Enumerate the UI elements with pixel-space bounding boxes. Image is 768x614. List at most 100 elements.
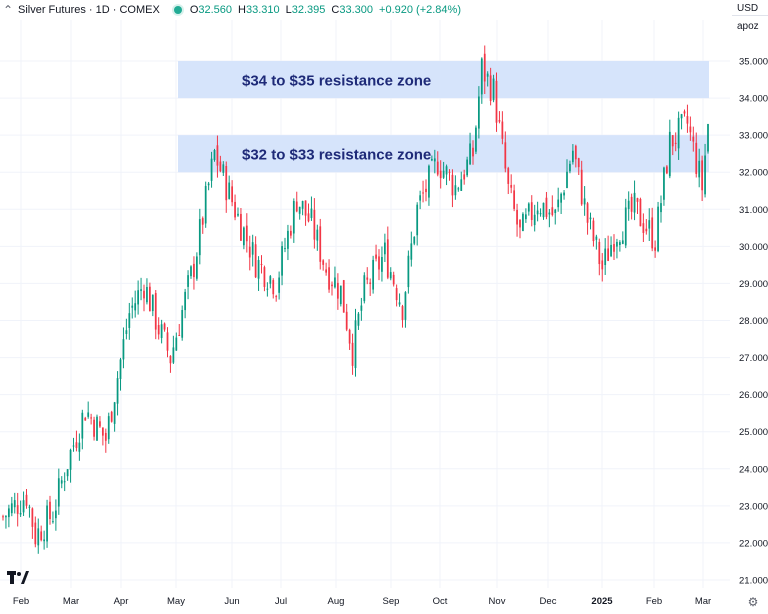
candle	[19, 500, 22, 517]
candle-body	[563, 192, 565, 196]
candle	[527, 202, 530, 216]
candle-body	[240, 213, 242, 241]
candle-body	[598, 241, 601, 265]
currency-selector[interactable]: USD	[737, 3, 759, 14]
candle	[627, 191, 630, 221]
candle-body	[495, 80, 498, 123]
candle-body	[54, 510, 57, 519]
candle-body	[530, 202, 533, 221]
candle	[524, 208, 527, 223]
candle	[674, 132, 677, 152]
candle-body	[548, 212, 551, 215]
candle	[451, 169, 454, 208]
candle	[542, 202, 545, 220]
candle	[433, 149, 436, 174]
candle-body	[216, 145, 219, 166]
candle-body	[260, 263, 263, 265]
candle	[190, 265, 192, 279]
chevron-up-icon[interactable]: ⌃	[2, 3, 14, 17]
candle-body	[119, 359, 122, 379]
candle-body	[25, 494, 28, 506]
candle	[160, 319, 163, 344]
candle-body	[90, 417, 93, 419]
time-tick-label: Dec	[540, 596, 557, 607]
candle-body	[430, 158, 433, 161]
candle-body	[63, 481, 66, 483]
candle-body	[369, 282, 372, 284]
candle	[43, 530, 46, 550]
candle-body	[680, 114, 683, 119]
candle	[489, 67, 492, 106]
candle-body	[469, 143, 471, 165]
candle-body	[569, 163, 571, 172]
candle	[498, 111, 501, 124]
candle-body	[510, 185, 513, 188]
candle	[289, 225, 292, 239]
candle	[128, 302, 131, 340]
candle-body	[154, 293, 157, 330]
candle-body	[134, 303, 137, 311]
scale-mode-label[interactable]: apoz	[737, 21, 759, 32]
candle-body	[592, 220, 595, 242]
candle	[245, 213, 248, 253]
candle	[87, 401, 90, 419]
market-status-dot-icon[interactable]	[173, 6, 182, 14]
symbol-title[interactable]: Silver Futures · 1D · COMEX	[18, 4, 160, 16]
candle	[107, 412, 110, 444]
candle	[660, 195, 662, 223]
candle	[81, 409, 84, 450]
candle	[151, 294, 154, 317]
candle	[645, 219, 648, 235]
candle-body	[313, 209, 316, 240]
tradingview-logo-icon[interactable]	[7, 571, 29, 585]
candle	[154, 290, 157, 340]
candle-body	[2, 516, 4, 518]
candle	[557, 187, 560, 212]
candle-body	[351, 342, 354, 366]
candle	[222, 161, 225, 176]
gear-icon[interactable]: ⚙	[747, 595, 759, 609]
candle-body	[660, 203, 662, 213]
candle-body	[636, 198, 639, 202]
candle	[22, 491, 25, 517]
candle	[110, 410, 113, 423]
candle-body	[363, 275, 366, 302]
candle	[375, 244, 377, 262]
time-axis[interactable]: Feb Mar Apr May Jun Jul Aug Sep Oct Nov Dec 2025 Feb…	[13, 596, 711, 607]
candle-body	[146, 287, 148, 303]
time-tick-label: Oct	[433, 596, 448, 607]
candle-body	[410, 243, 413, 260]
candle-body	[433, 158, 436, 162]
candle-body	[554, 209, 557, 214]
candle	[5, 515, 7, 529]
candle-body	[557, 199, 560, 208]
price-tick-label: 21.000	[739, 576, 768, 587]
candle	[663, 166, 665, 206]
candle-body	[448, 171, 451, 173]
price-axis[interactable]: 21.000 22.000 23.000 24.000 25.000 26.000 27.0…	[730, 0, 768, 609]
candle	[134, 290, 137, 318]
price-tick-label: 22.000	[739, 538, 768, 549]
candle	[654, 240, 657, 258]
candle-body	[93, 419, 95, 437]
candle	[616, 238, 618, 259]
candle	[492, 74, 495, 103]
candle	[204, 181, 207, 228]
candle-body	[242, 227, 245, 246]
candle-body	[257, 260, 260, 279]
price-tick-label: 23.000	[739, 501, 768, 512]
candle	[166, 327, 169, 358]
candle	[231, 180, 234, 207]
candle	[119, 357, 122, 391]
candle-body	[60, 480, 63, 484]
candle-body	[222, 164, 225, 173]
candle-body	[657, 206, 659, 252]
candle	[336, 273, 339, 310]
price-tick-label: 29.000	[739, 279, 768, 290]
candle	[577, 157, 580, 176]
candle	[184, 288, 187, 319]
candle	[237, 207, 239, 217]
candle-body	[16, 505, 19, 514]
